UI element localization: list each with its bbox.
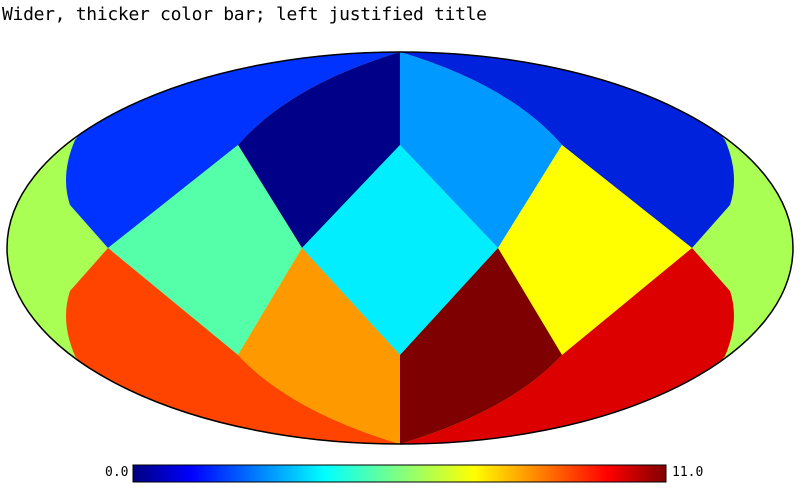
colorbar-gradient [132,464,667,483]
healpix-pixel-6 [498,145,692,355]
healpix-pixel-10 [400,248,562,444]
colorbar-min-label: 0.0 [105,465,129,480]
healpix-pixel-9 [238,248,400,444]
healpix-pixel-5 [302,145,498,355]
healpix-pixel-1 [238,52,400,248]
map-boundary [6,51,794,445]
colorbar-max-label: 11.0 [672,465,704,480]
healpix-pixel-2 [400,52,562,248]
healpix-pixel-8 [66,248,400,444]
colorbar [132,464,667,483]
healpix-pixel-7 [400,52,734,248]
healpix-pixel-11 [400,248,734,444]
healpix-pixel-3 [66,52,400,248]
chart-title: Wider, thicker color bar; left justified… [2,4,487,25]
healpix-pixel-0 [108,145,302,355]
